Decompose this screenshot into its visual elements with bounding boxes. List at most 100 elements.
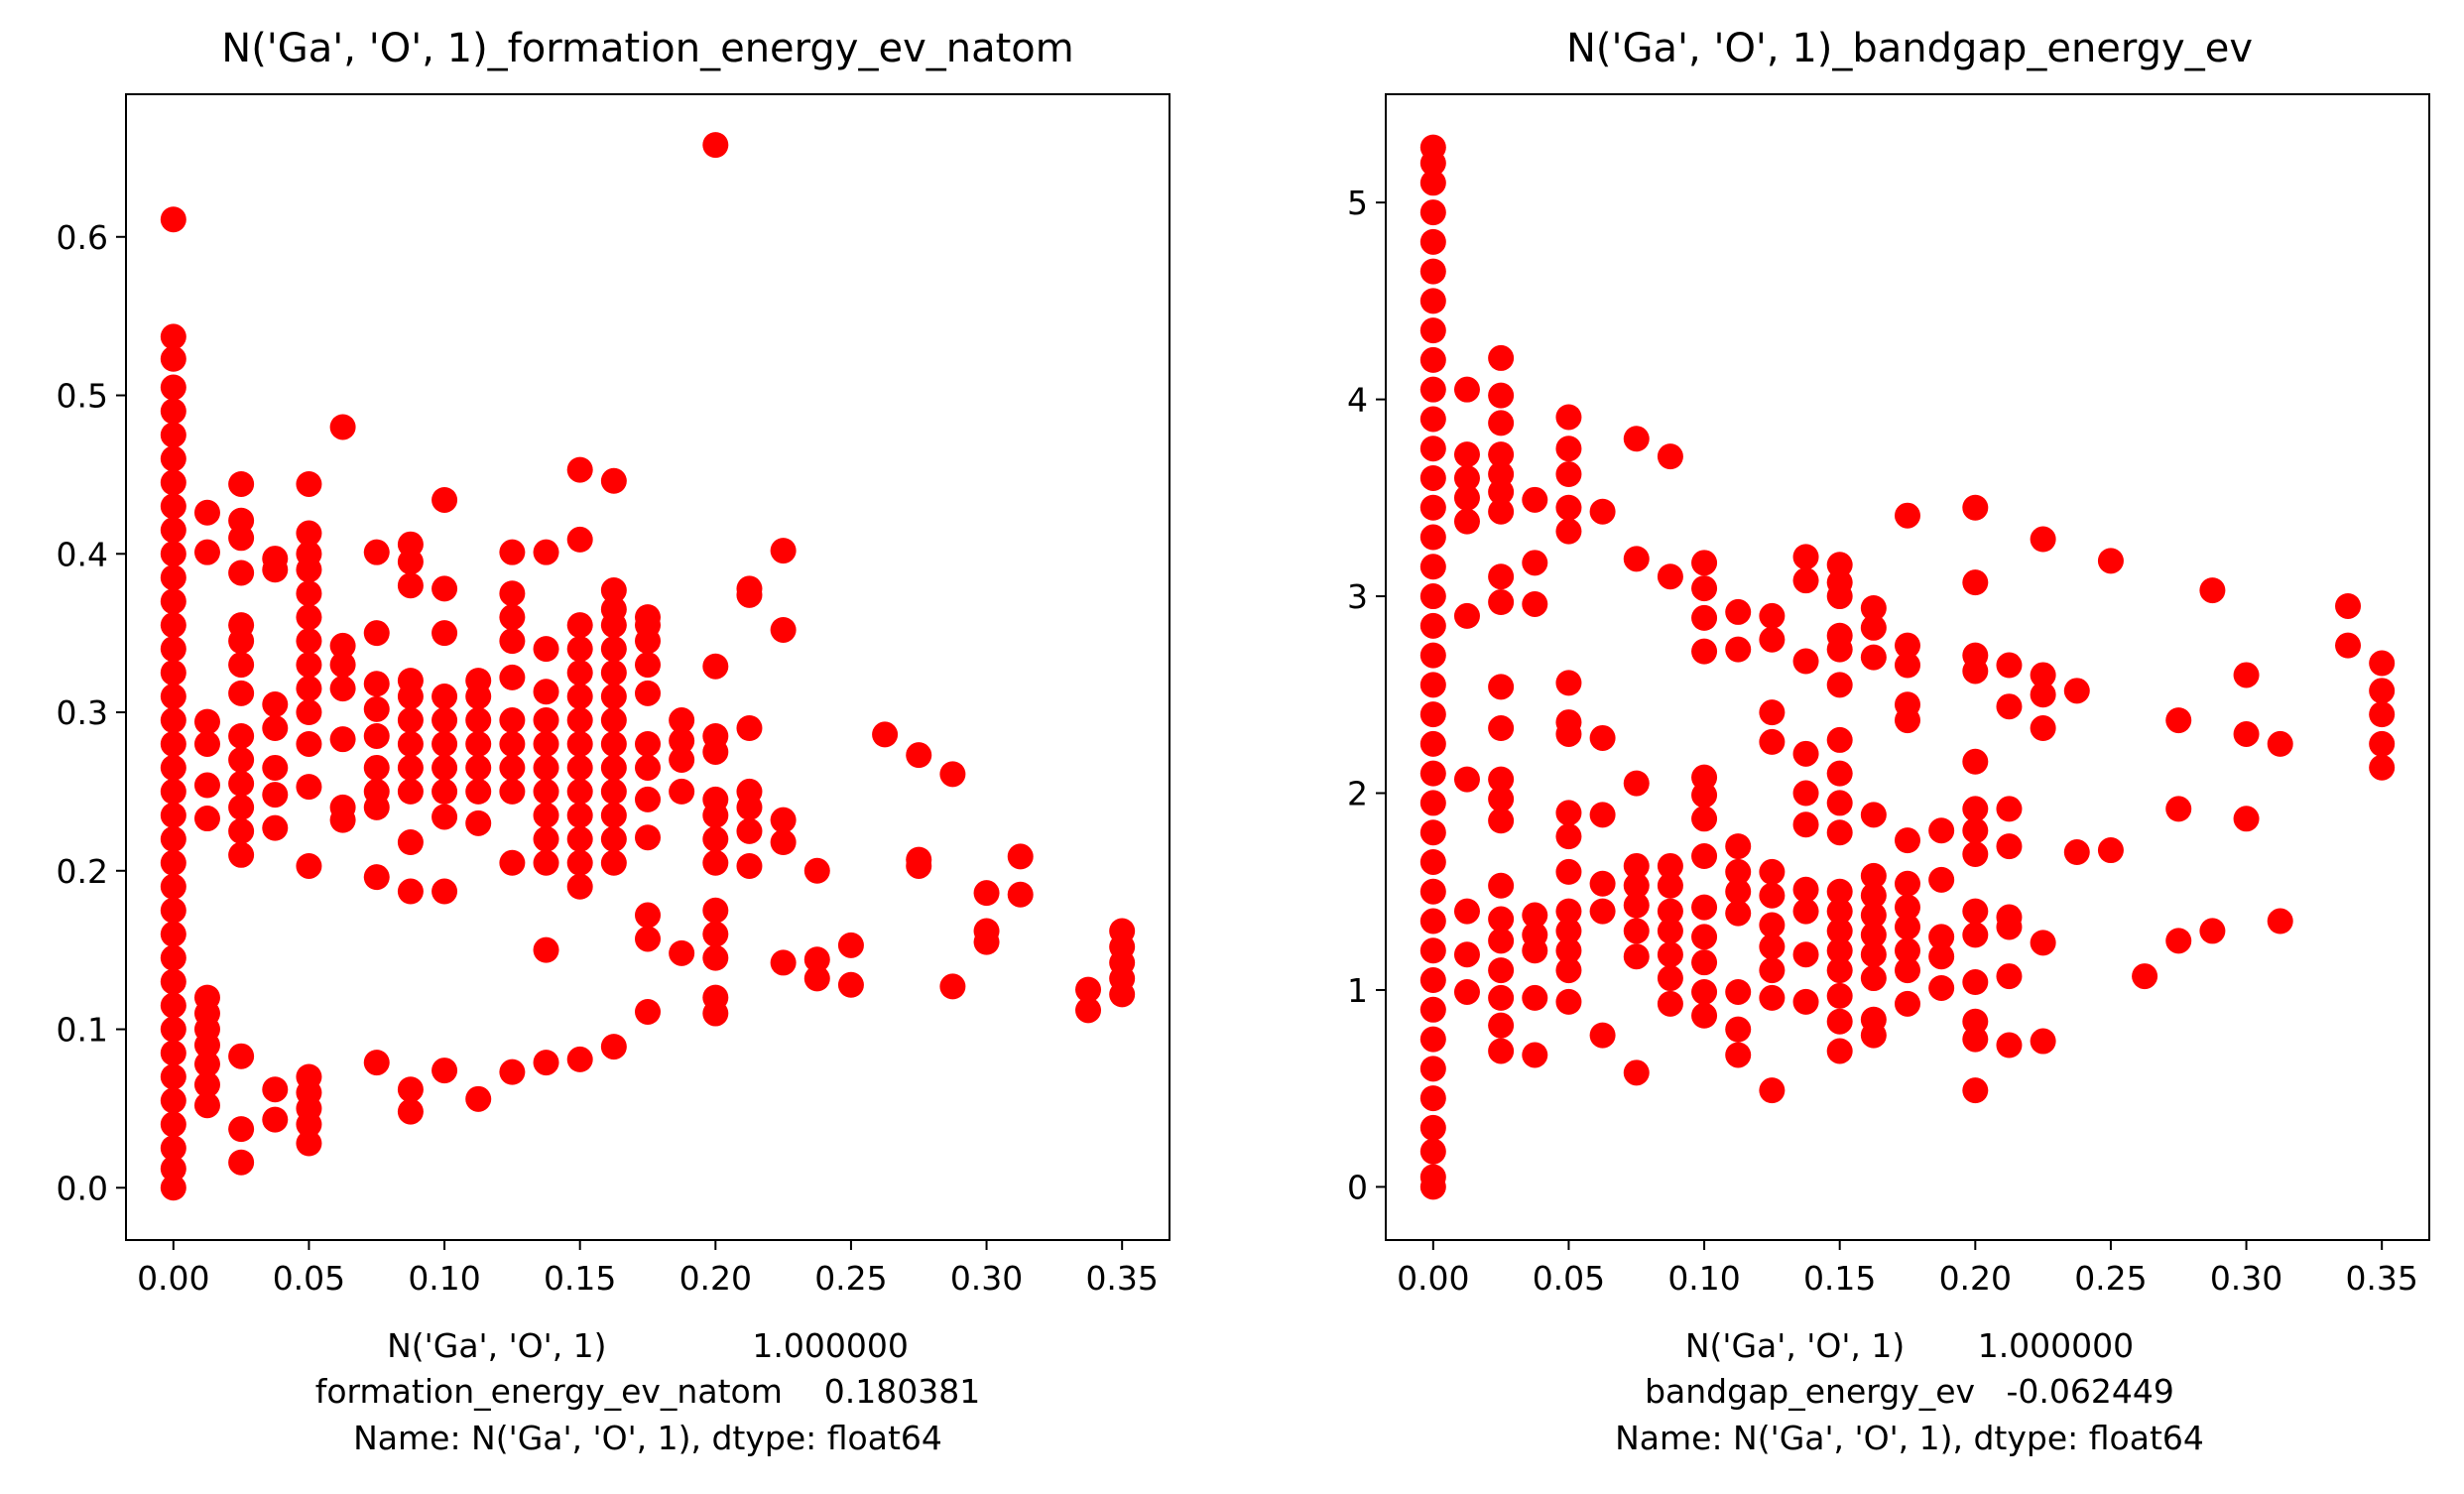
data-point xyxy=(1793,989,1819,1015)
data-point xyxy=(974,918,1000,943)
data-point xyxy=(499,665,525,690)
bandgap-energy-subplot: N('Ga', 'O', 1)_bandgap_energy_ev 0.00 0.… xyxy=(1347,26,2429,1457)
data-point xyxy=(228,652,254,678)
data-point xyxy=(161,399,186,425)
bandgap-energy-title: N('Ga', 'O', 1)_bandgap_energy_ev xyxy=(1566,26,2253,71)
data-point xyxy=(1962,841,1988,867)
data-point xyxy=(601,660,627,685)
data-point xyxy=(161,375,186,401)
data-point xyxy=(398,779,424,805)
data-point xyxy=(1488,563,1514,589)
x-tick-label: 0.20 xyxy=(679,1259,752,1298)
data-point xyxy=(1488,985,1514,1011)
data-point xyxy=(1827,727,1853,753)
data-point xyxy=(1420,554,1446,579)
data-point xyxy=(1109,918,1135,943)
data-point xyxy=(1725,833,1751,859)
x-tick-label: 0.00 xyxy=(137,1259,209,1298)
data-point xyxy=(1555,404,1581,430)
data-point xyxy=(635,999,661,1025)
data-point xyxy=(1420,1085,1446,1111)
data-point xyxy=(2165,928,2191,953)
data-point xyxy=(194,709,220,735)
data-point xyxy=(1827,879,1853,905)
data-point xyxy=(1861,595,1887,621)
data-point xyxy=(601,850,627,876)
data-point xyxy=(1624,771,1650,797)
data-point xyxy=(771,949,797,975)
data-point xyxy=(1996,693,2022,719)
data-point xyxy=(1420,436,1446,461)
bandgap-energy-points xyxy=(1420,135,2395,1200)
data-point xyxy=(161,1111,186,1137)
data-point xyxy=(1488,1013,1514,1039)
data-point xyxy=(702,850,728,876)
formation-energy-x-label: N('Ga', 'O', 1) 1.000000 formation_energ… xyxy=(315,1326,981,1457)
data-point xyxy=(1555,495,1581,521)
data-point xyxy=(364,723,390,749)
data-point xyxy=(702,898,728,924)
data-point xyxy=(1420,1027,1446,1053)
y-tick-label: 5 xyxy=(1347,184,1368,222)
data-point xyxy=(601,755,627,781)
data-point xyxy=(702,985,728,1011)
data-point xyxy=(1420,229,1446,255)
data-point xyxy=(1996,833,2022,859)
data-point xyxy=(431,731,457,757)
data-point xyxy=(1793,567,1819,593)
data-point xyxy=(1996,963,2022,989)
data-point xyxy=(1793,544,1819,569)
data-point xyxy=(1555,709,1581,735)
data-point xyxy=(635,652,661,678)
data-point xyxy=(161,636,186,662)
data-point xyxy=(1420,406,1446,432)
data-point xyxy=(2132,963,2157,989)
data-point xyxy=(702,787,728,812)
data-point xyxy=(161,660,186,685)
data-point xyxy=(1420,1164,1446,1189)
data-point xyxy=(534,779,559,805)
data-point xyxy=(1555,670,1581,695)
data-point xyxy=(635,755,661,781)
data-point xyxy=(398,1076,424,1102)
data-point xyxy=(736,779,762,805)
data-point xyxy=(601,826,627,852)
data-point xyxy=(161,1135,186,1161)
data-point xyxy=(736,818,762,844)
data-point xyxy=(161,779,186,805)
data-point xyxy=(1522,550,1547,575)
data-point xyxy=(1420,790,1446,815)
x-tick-label: 0.25 xyxy=(2074,1259,2147,1298)
data-point xyxy=(330,726,356,752)
data-point xyxy=(771,617,797,643)
data-point xyxy=(194,806,220,831)
data-point xyxy=(939,761,965,787)
data-point xyxy=(1420,613,1446,639)
data-point xyxy=(1962,922,1988,947)
data-point xyxy=(1827,1009,1853,1035)
data-point xyxy=(161,684,186,709)
data-point xyxy=(1488,410,1514,436)
data-point xyxy=(296,580,321,606)
data-point xyxy=(1488,767,1514,793)
y-tick-label: 0 xyxy=(1347,1168,1368,1206)
data-point xyxy=(330,676,356,701)
data-point xyxy=(567,779,593,805)
data-point xyxy=(1759,1077,1785,1103)
bandgap-energy-x-ticks: 0.00 0.05 0.10 0.15 0.20 0.25 0.30 0.35 xyxy=(1397,1240,2418,1298)
data-point xyxy=(2369,755,2395,781)
data-point xyxy=(1759,729,1785,755)
data-point xyxy=(1420,199,1446,225)
bandgap-energy-xlabel-line-1: N('Ga', 'O', 1) 1.000000 xyxy=(1685,1326,2134,1365)
data-point xyxy=(262,1076,288,1102)
data-point xyxy=(398,532,424,558)
data-point xyxy=(906,847,931,873)
data-point xyxy=(364,779,390,805)
data-point xyxy=(228,842,254,868)
data-point xyxy=(161,945,186,971)
data-point xyxy=(161,469,186,495)
y-tick-label: 1 xyxy=(1347,971,1368,1010)
data-point xyxy=(364,671,390,696)
data-point xyxy=(228,471,254,497)
data-point xyxy=(431,487,457,513)
